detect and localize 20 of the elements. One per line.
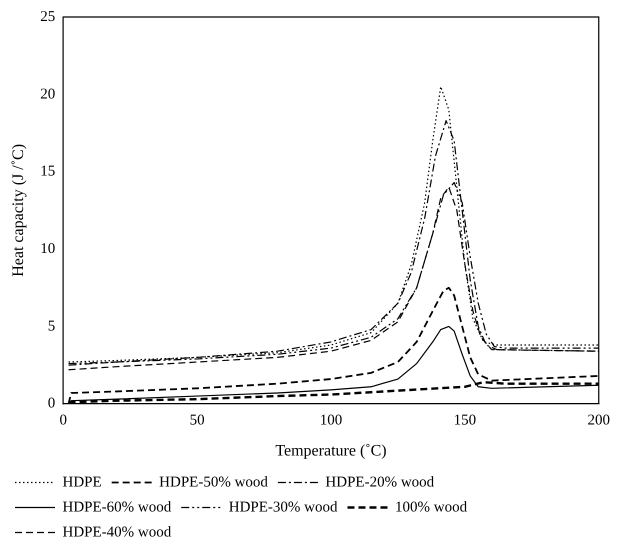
legend-label: 100% wood	[394, 499, 468, 516]
y-axis-title: Heat capacity (J /˚C)	[10, 144, 27, 277]
x-tick-label: 0	[59, 412, 67, 429]
legend-label: HDPE	[62, 474, 102, 490]
y-tick-label: 20	[40, 86, 56, 102]
y-tick-label: 10	[40, 241, 56, 258]
x-axis-title: Temperature (˚C)	[275, 442, 387, 460]
legend-label: HDPE-20% wood	[325, 474, 435, 490]
y-tick-label: 15	[40, 164, 56, 180]
legend-label: HDPE-30% wood	[228, 499, 338, 516]
y-tick-label: 5	[48, 318, 56, 334]
y-tick-label: 0	[48, 396, 56, 412]
x-tick-label: 50	[190, 412, 205, 429]
y-tick-label: 25	[40, 8, 56, 25]
legend-label: HDPE-60% wood	[62, 499, 172, 516]
x-tick-label: 100	[320, 412, 342, 429]
legend-label: HDPE-50% wood	[159, 474, 268, 490]
x-tick-label: 200	[588, 412, 610, 429]
legend-label: HDPE-40% wood	[62, 524, 172, 540]
x-tick-label: 150	[454, 412, 476, 429]
